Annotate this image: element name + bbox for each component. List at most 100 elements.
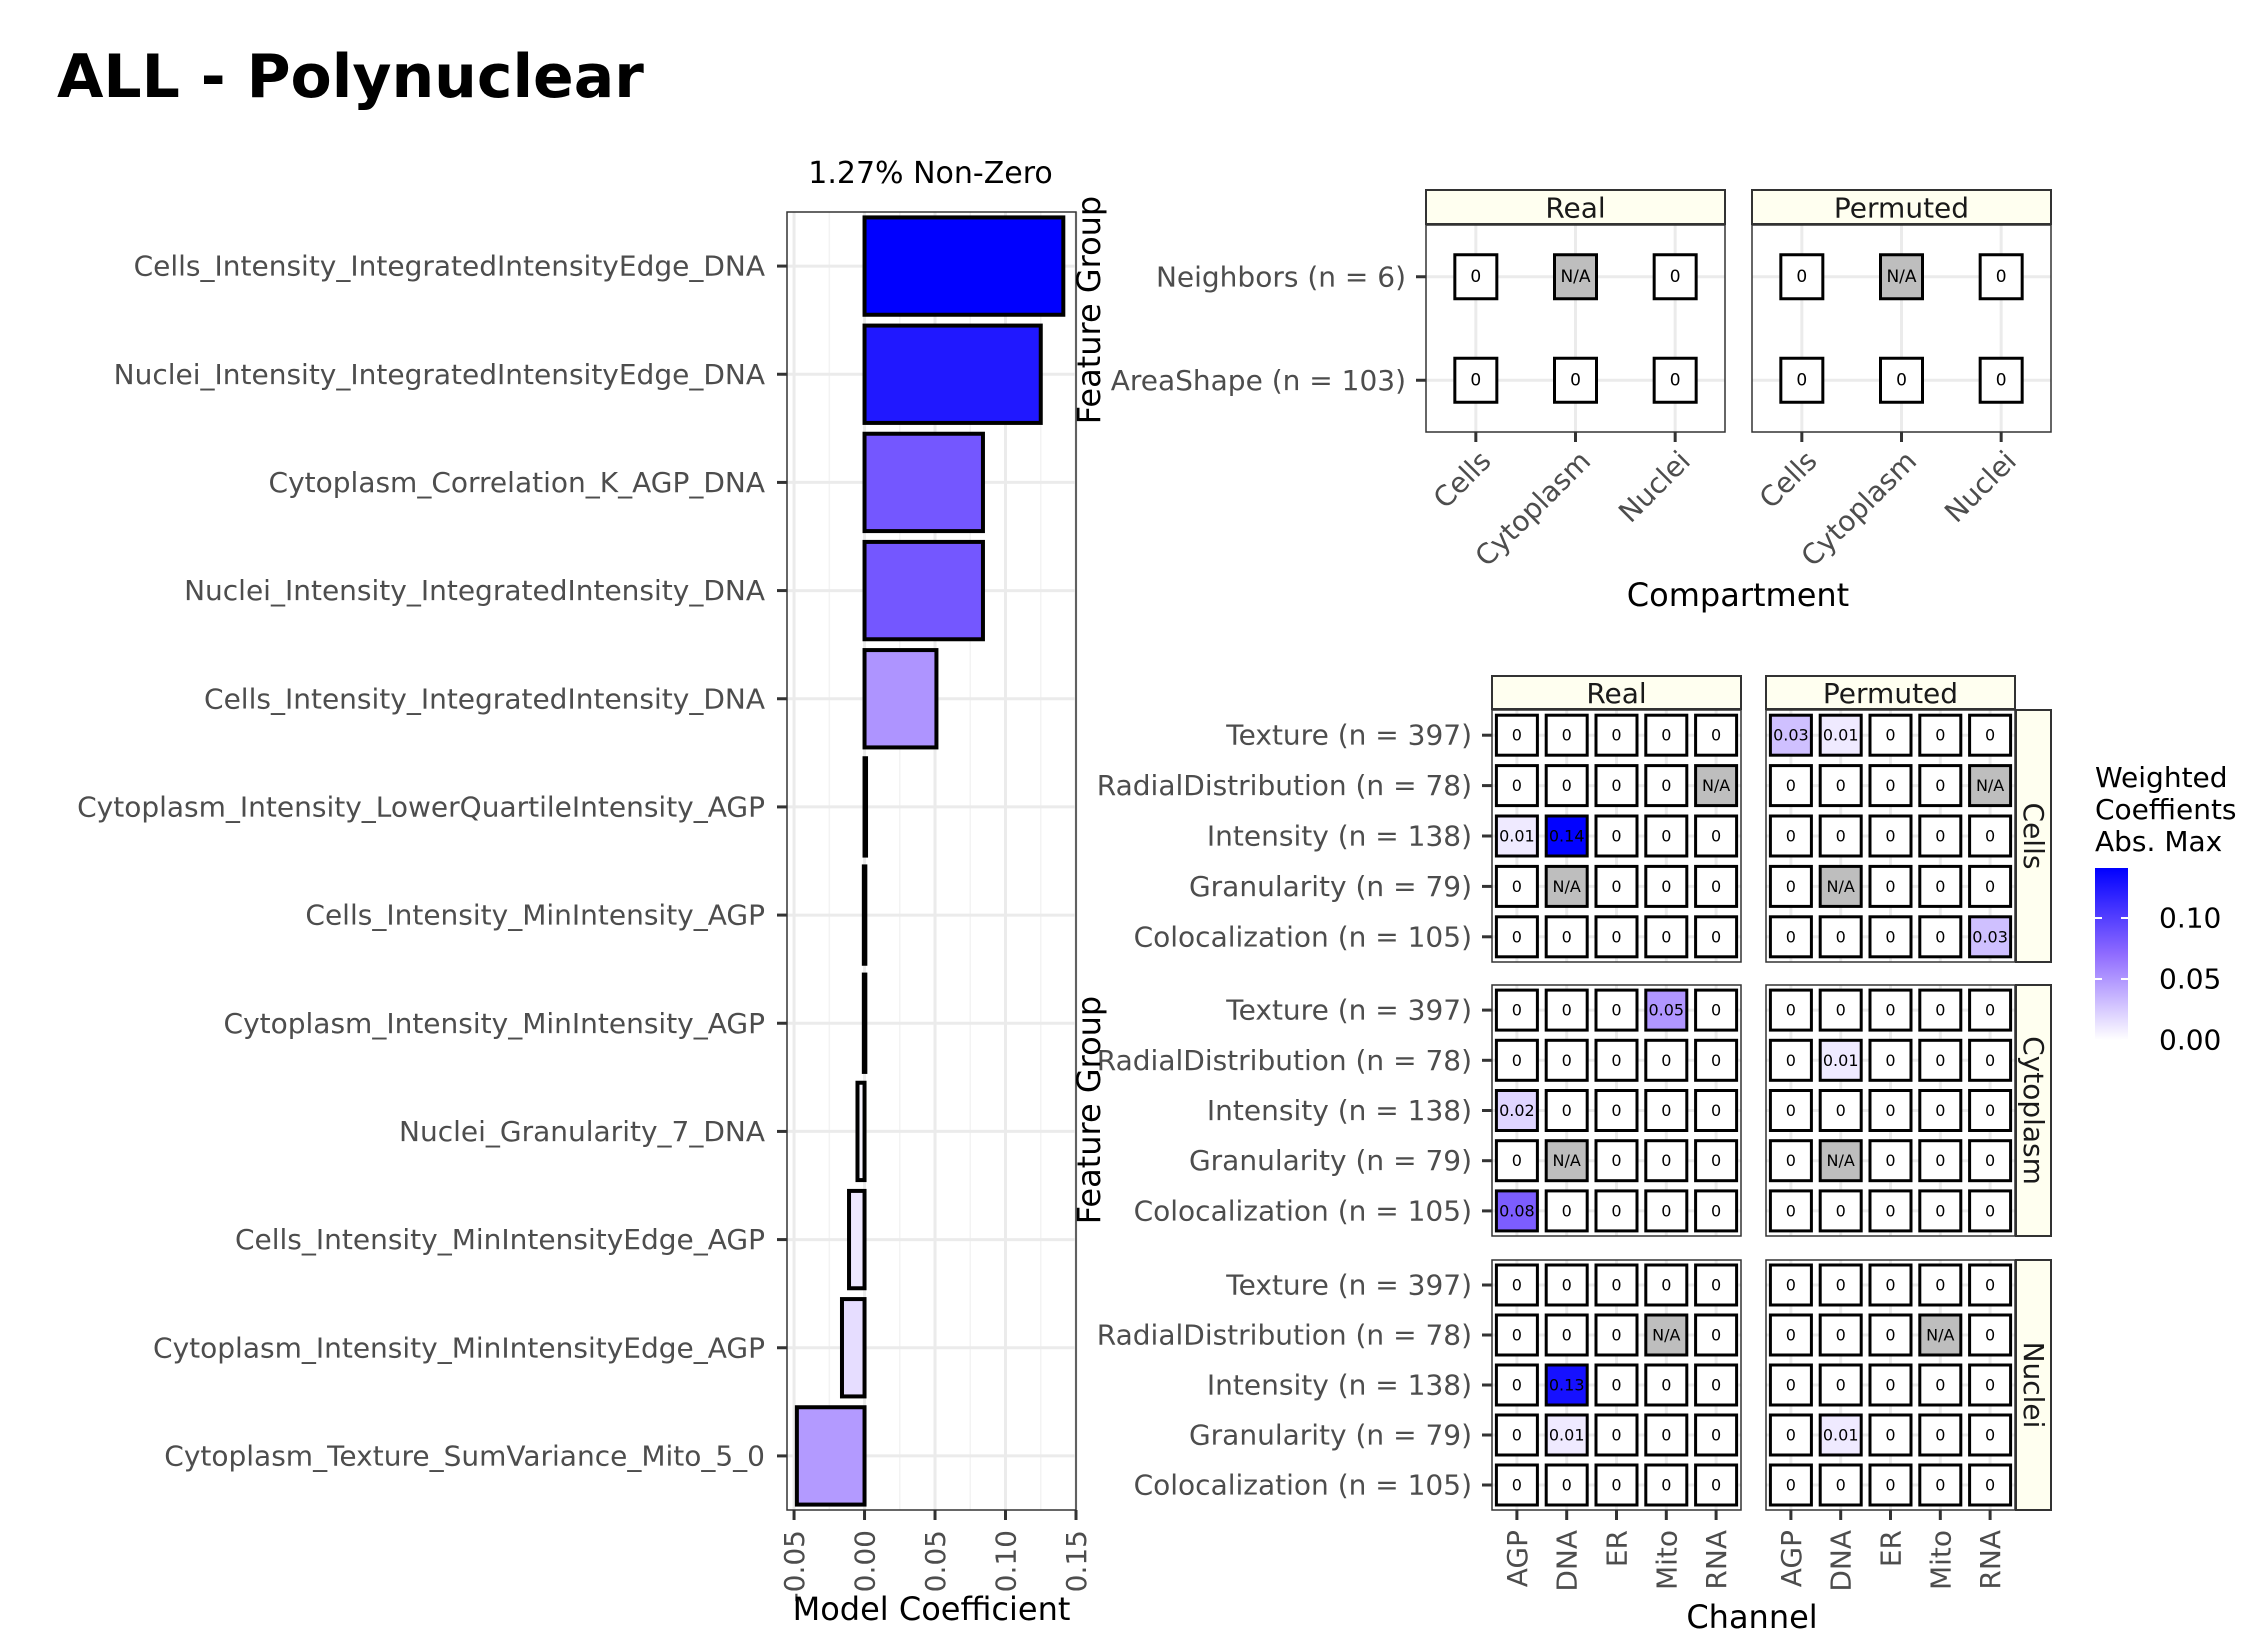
heatmap-cell — [1968, 713, 2013, 757]
compartment-y-tick-label: Neighbors (n = 6) — [1156, 260, 1406, 293]
heatmap-cell — [1644, 864, 1689, 908]
heatmap-cell — [1968, 864, 2013, 908]
heatmap-cell-label: 0 — [1611, 776, 1621, 795]
heatmap-cell — [1818, 1089, 1863, 1132]
heatmap-cell-label: 0 — [1885, 1051, 1895, 1070]
heatmap-cell — [1918, 1089, 1963, 1132]
bar-category-label: Nuclei_Intensity_IntegratedIntensityEdge… — [114, 358, 765, 391]
heatmap-cell-label: 0 — [1786, 927, 1796, 946]
heatmap-cell — [1768, 1463, 1813, 1507]
heatmap-cell — [1494, 1413, 1539, 1457]
heatmap-cell — [1768, 1363, 1813, 1407]
channel-row-facet-strip-label: Cells — [2017, 803, 2050, 870]
heatmap-cell-label: 0 — [1670, 267, 1681, 287]
heatmap-cell-label: 0 — [1661, 877, 1671, 896]
heatmap-cell — [1594, 1463, 1639, 1507]
heatmap-cell-label: 0 — [1711, 1201, 1721, 1220]
heatmap-cell — [1768, 713, 1813, 757]
heatmap-cell-label: 0.01 — [1499, 827, 1535, 846]
heatmap-cell — [1644, 1089, 1689, 1132]
heatmap-cell — [1968, 1038, 2013, 1082]
heatmap-cell-label: 0 — [1711, 1051, 1721, 1070]
heatmap-cell-label: 0 — [1935, 1151, 1945, 1170]
heatmap-cell — [1544, 1263, 1589, 1307]
heatmap-cell — [1918, 864, 1963, 908]
heatmap-cell-label: 0 — [1786, 1051, 1796, 1070]
heatmap-cell — [1594, 764, 1639, 808]
heatmap-cell-label: 0.14 — [1549, 827, 1585, 846]
heatmap-cell-label: 0 — [1896, 370, 1907, 390]
legend-title-line: Coeffients — [2095, 793, 2237, 826]
heatmap-cell-label: N/A — [1976, 776, 2004, 795]
heatmap-cell — [1544, 1189, 1589, 1233]
heatmap-cell — [1494, 1263, 1539, 1307]
heatmap-cell — [1644, 1038, 1689, 1082]
heatmap-cell — [1879, 253, 1924, 301]
heatmap-cell-label: 0 — [1711, 1476, 1721, 1495]
heatmap-cell-label: 0 — [1935, 1426, 1945, 1445]
heatmap-cell-label: 0 — [1470, 370, 1481, 390]
compartment-x-tick-label: Nuclei — [1612, 444, 1697, 529]
heatmap-cell — [1768, 764, 1813, 808]
compartment-x-axis-title: Compartment — [1627, 576, 1849, 614]
heatmap-cell-label: 0 — [1661, 1201, 1671, 1220]
heatmap-cell — [1818, 1038, 1863, 1082]
heatmap-cell — [1644, 713, 1689, 757]
heatmap-cell — [1918, 1139, 1963, 1183]
legend-tick-label: 0.05 — [2159, 963, 2221, 996]
heatmap-cell-label: 0 — [1935, 1101, 1945, 1120]
heatmap-cell — [1818, 764, 1863, 808]
heatmap-cell — [1968, 1463, 2013, 1507]
heatmap-cell — [1494, 1038, 1539, 1082]
heatmap-cell — [1868, 1189, 1913, 1233]
bar-mark — [847, 1188, 867, 1291]
bar-panel-background — [787, 212, 1076, 1510]
heatmap-cell-label: 0 — [1611, 1001, 1621, 1020]
heatmap-panel-border — [1765, 984, 2016, 1237]
heatmap-cell-label: 0 — [1836, 1201, 1846, 1220]
heatmap-cell-label: 0 — [1512, 1426, 1522, 1445]
heatmap-cell — [1968, 814, 2013, 858]
channel-row-facet-strip-label: Nuclei — [2017, 1342, 2050, 1429]
heatmap-cell-label: 0 — [1786, 1101, 1796, 1120]
heatmap-cell-label: 0 — [1570, 370, 1581, 390]
channel-x-axis-title: Channel — [1686, 1598, 1817, 1636]
heatmap-cell — [1494, 713, 1539, 757]
heatmap-cell — [1818, 713, 1863, 757]
heatmap-cell-label: 0 — [1562, 1001, 1572, 1020]
heatmap-cell — [1768, 1089, 1813, 1132]
heatmap-cell-label: 0 — [1512, 1151, 1522, 1170]
channel-row-facet-strip-label: Cytoplasm — [2017, 1036, 2050, 1185]
heatmap-cell-label: 0 — [1611, 1426, 1621, 1445]
heatmap-cell-label: 0 — [1611, 1151, 1621, 1170]
channel-x-tick-label: DNA — [1825, 1530, 1858, 1592]
heatmap-cell — [1968, 1263, 2013, 1307]
heatmap-cell-label: 0 — [1836, 1101, 1846, 1120]
compartment-x-tick-label: Cells — [1427, 444, 1498, 515]
heatmap-cell — [1818, 1189, 1863, 1233]
heatmap-cell-label: 0 — [1562, 726, 1572, 745]
heatmap-cell-label: 0 — [1512, 776, 1522, 795]
heatmap-cell-label: 0 — [1611, 827, 1621, 846]
legend-tick-label: 0.10 — [2159, 902, 2221, 935]
heatmap-cell — [1694, 1089, 1739, 1132]
heatmap-cell — [1694, 764, 1739, 808]
channel-y-tick-label: Intensity (n = 138) — [1207, 1094, 1472, 1127]
heatmap-cell — [1544, 1139, 1589, 1183]
bar-mark — [855, 1080, 867, 1183]
heatmap-cell — [1644, 1139, 1689, 1183]
heatmap-cell — [1694, 1463, 1739, 1507]
heatmap-cell — [1644, 1313, 1689, 1357]
legend-tick-label: 0.00 — [2159, 1024, 2221, 1057]
heatmap-cell — [1978, 356, 2024, 404]
channel-y-tick-label: Texture (n = 397) — [1225, 994, 1472, 1027]
heatmap-cell-label: 0.01 — [1823, 1426, 1859, 1445]
heatmap-cell-label: 0 — [1885, 1001, 1895, 1020]
channel-y-tick-label: Texture (n = 397) — [1225, 1269, 1472, 1302]
heatmap-cell-label: 0 — [1836, 1326, 1846, 1345]
heatmap-cell-label: 0 — [1786, 1151, 1796, 1170]
figure-title: ALL - Polynuclear — [57, 42, 644, 112]
channel-x-tick-label: RNA — [1974, 1530, 2007, 1590]
channel-row-facet-strip — [2015, 709, 2052, 963]
heatmap-cell — [1868, 1089, 1913, 1132]
